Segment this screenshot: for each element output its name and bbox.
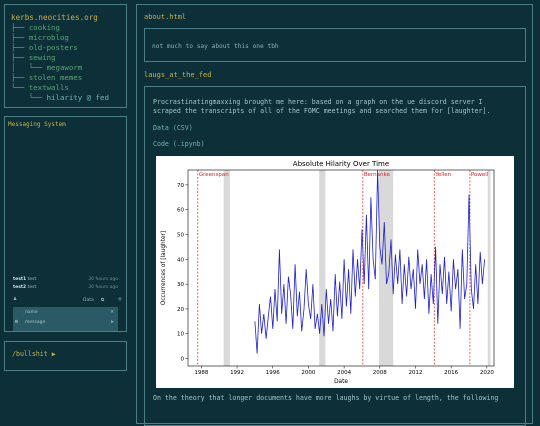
chart-container: Greenspan Bernanke Yellen Powell 1988 1992 199… <box>156 156 514 388</box>
tree-item[interactable]: ├── cooking <box>11 23 120 33</box>
x-tick-label: 2004 <box>337 370 351 376</box>
y-axis-label: Occurrences of [laughter] <box>161 231 167 305</box>
message-field[interactable]: message ➤ <box>25 320 114 325</box>
message-time: 30 hours ago <box>88 277 118 282</box>
bullshit-link[interactable]: /bullshit ▶ <box>12 350 56 358</box>
y-tick-label: 20 <box>177 307 184 313</box>
send-icon[interactable]: ➤ <box>110 320 114 325</box>
recession-band <box>487 170 491 366</box>
chair-label: Powell <box>471 172 489 178</box>
x-axis-label: Date <box>334 379 348 385</box>
post-box: Procrastinatingmaxxing brought me here: … <box>144 86 526 426</box>
x-tick-label: 1992 <box>230 370 244 376</box>
message-user[interactable]: test2 <box>13 285 27 290</box>
tree-item[interactable]: ├── old-posters <box>11 43 120 53</box>
tree-item-label: megaworm <box>46 63 83 72</box>
message-text: test <box>27 277 37 282</box>
y-tick-label: 50 <box>177 233 184 239</box>
message-row: test2 test 30 hours ago <box>13 285 118 290</box>
tree-item[interactable]: ├── stolen memes <box>11 73 120 83</box>
chair-label: Greenspan <box>199 172 229 178</box>
message-text: test <box>27 285 37 290</box>
user-icon[interactable]: ♟ <box>13 297 18 302</box>
tree-item[interactable]: └── hilarity @ fed <box>11 93 120 103</box>
x-tick-label: 1996 <box>266 370 280 376</box>
tree-item[interactable]: ├── sewing <box>11 53 120 63</box>
tree-branch: ├── <box>11 43 29 52</box>
site-tree: ├── cooking ├── microblog ├── old-posters ├… <box>11 23 120 103</box>
tree-item-label: cooking <box>28 23 60 32</box>
options-icon[interactable]: ● <box>118 297 122 302</box>
site-tree-panel: kerbs.neocities.org ├── cooking ├── micro… <box>4 4 127 108</box>
post-outro: On the theory that longer documents have… <box>153 394 499 402</box>
x-tick-label: 2020 <box>480 370 494 376</box>
main-panel: about.html not much to say about this on… <box>136 4 533 426</box>
x-tick-label: 2000 <box>301 370 315 376</box>
x-tick-label: 2008 <box>373 370 387 376</box>
data-csv-link[interactable]: Data (CSV) <box>153 124 193 132</box>
y-tick-label: 0 <box>181 357 185 363</box>
code-ipynb-link[interactable]: Code (.ipynb) <box>153 140 205 148</box>
tree-item[interactable]: └── textwalls <box>11 83 120 93</box>
tree-item-label: old-posters <box>28 43 78 52</box>
chair-label: Yellen <box>434 172 451 178</box>
x-tick-label: 2012 <box>408 370 422 376</box>
clear-icon[interactable]: ✕ <box>110 310 114 315</box>
laughter-series-line <box>254 169 485 354</box>
external-link-icon[interactable]: ⧉ <box>101 298 105 303</box>
message-row: test1 test 30 hours ago <box>13 277 118 282</box>
toolbar-label: Data <box>83 298 94 303</box>
tree-item[interactable]: │ └── megaworm <box>11 63 120 73</box>
about-title: about.html <box>144 13 187 21</box>
tree-item-label: stolen memes <box>28 73 83 82</box>
tree-branch: ├── <box>11 33 29 42</box>
tree-item-label: sewing <box>28 53 56 62</box>
settings-icon[interactable]: ⚙ <box>15 319 19 325</box>
y-tick-label: 70 <box>177 183 184 189</box>
message-time: 30 hours ago <box>88 285 118 290</box>
tree-item-label: textwalls <box>28 83 69 92</box>
y-tick-label: 60 <box>177 208 184 214</box>
recession-band <box>319 170 326 366</box>
y-tick-label: 40 <box>177 257 184 263</box>
y-tick-label: 30 <box>177 282 184 288</box>
tree-branch: ├── <box>11 73 29 82</box>
messaging-panel: Messaging System test1 test 30 hours ago t… <box>4 116 127 332</box>
bullshit-panel: /bullshit ▶ <box>4 341 127 371</box>
about-text: not much to say about this one tbh <box>152 43 279 50</box>
messaging-title: Messaging System <box>8 121 66 128</box>
tree-branch: │ └── <box>11 63 47 72</box>
site-title[interactable]: kerbs.neocities.org <box>11 13 98 22</box>
x-tick-label: 1988 <box>194 370 208 376</box>
tree-branch: ├── <box>11 53 29 62</box>
tree-item-label: hilarity @ fed <box>46 93 109 102</box>
name-field[interactable]: name ✕ <box>25 310 114 315</box>
about-box: not much to say about this one tbh <box>144 28 526 62</box>
message-compose: name ✕ ⚙ message ➤ <box>13 307 118 331</box>
post-title: laugs_at_the_fed <box>144 71 212 79</box>
recession-band <box>223 170 230 366</box>
x-tick-label: 2016 <box>444 370 458 376</box>
chart-title: Absolute Hilarity Over Time <box>293 160 389 168</box>
tree-branch: ├── <box>11 23 29 32</box>
message-user[interactable]: test1 <box>13 277 27 282</box>
tree-branch: └── <box>11 93 47 102</box>
tree-item[interactable]: ├── microblog <box>11 33 120 43</box>
plot-frame <box>187 169 495 367</box>
tree-item-label: microblog <box>28 33 69 42</box>
tree-branch: └── <box>11 83 29 92</box>
post-intro: Procrastinatingmaxxing brought me here: … <box>153 98 491 115</box>
y-tick-label: 10 <box>177 332 184 338</box>
messaging-toolbar: ♟ Data ⧉ ● <box>13 297 122 305</box>
